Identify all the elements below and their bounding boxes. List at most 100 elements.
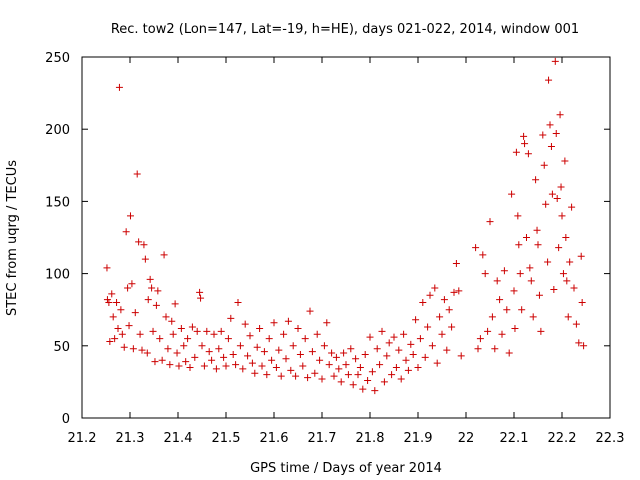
data-point [428,342,436,350]
data-point [241,320,249,328]
data-point [373,345,381,353]
data-point [481,270,489,278]
data-point [115,83,123,91]
data-point [500,267,508,275]
data-point [580,342,588,350]
data-point [409,350,417,358]
y-tick-label: 100 [45,268,70,283]
data-point [306,307,314,315]
data-point [164,345,172,353]
data-point [572,320,580,328]
x-tick-label: 21.2 [68,431,97,446]
data-point [521,140,529,148]
data-point [472,244,480,252]
data-point [154,287,162,295]
data-point [361,350,369,358]
y-axis-title: STEC from uqrg / TECUs [5,160,20,316]
data-point [562,234,570,241]
data-point [484,327,492,335]
data-point [166,361,174,369]
data-point [325,361,333,369]
data-point [544,258,552,266]
data-point [270,319,278,327]
data-point [162,313,170,321]
data-point [547,143,555,151]
x-tick-label: 21.9 [404,431,433,446]
data-point [299,362,307,370]
data-point [511,324,519,332]
data-point [540,161,548,169]
data-points [103,57,588,395]
data-point [251,369,259,377]
data-point [128,280,136,288]
data-point [546,121,554,129]
data-point [518,306,526,314]
data-point [149,327,157,335]
data-point [125,322,133,330]
data-point [557,183,565,191]
data-point [263,371,271,379]
data-point [575,339,583,347]
data-point [522,234,530,241]
axis-ticks: 21.2 21.3 21.4 21.5 21.6 21.7 21.8 21.9 22 22.1 22… [45,51,624,446]
data-point [486,218,494,226]
data-point [424,323,432,331]
data-point [138,346,146,354]
x-tick-label: 21.3 [116,431,145,446]
data-point [109,313,117,321]
data-point [330,372,338,380]
data-point [553,195,561,203]
x-tick-label: 22.3 [596,431,625,446]
data-point [378,327,386,335]
data-point [173,349,181,357]
data-point [246,332,254,340]
data-point [448,323,456,331]
data-point [476,335,484,343]
data-point [124,284,132,292]
data-point [450,288,458,296]
data-point [542,200,550,208]
data-point [177,324,185,332]
x-axis-title: GPS time / Days of year 2014 [250,461,442,476]
data-point [160,251,168,259]
data-point [308,348,316,356]
data-point [414,363,422,371]
data-point [532,176,540,184]
data-point [349,381,357,389]
data-point [224,335,232,343]
data-point [533,226,541,234]
data-point [120,343,128,351]
data-point [272,363,280,371]
data-point [479,251,487,259]
data-point [182,358,190,366]
data-point [232,361,240,369]
data-point [344,371,352,379]
data-point [514,212,522,220]
data-point [284,317,292,325]
data-point [552,130,560,138]
data-point [558,212,566,220]
data-point [452,259,460,267]
data-point [168,317,176,325]
data-point [323,319,331,327]
data-point [158,356,166,364]
data-point [570,284,578,292]
data-point [337,378,345,386]
data-point [342,361,350,369]
data-point [222,362,230,370]
data-point [205,348,213,356]
data-point [122,228,130,236]
data-point [445,306,453,314]
data-point [146,275,154,283]
data-point [135,238,143,246]
data-point [416,335,424,343]
data-point [438,330,446,338]
data-point [368,368,376,376]
x-tick-label: 21.4 [164,431,193,446]
data-point [193,327,201,335]
data-point [515,241,523,249]
data-point [196,288,204,296]
x-tick-label: 21.8 [356,431,385,446]
data-point [440,296,448,304]
